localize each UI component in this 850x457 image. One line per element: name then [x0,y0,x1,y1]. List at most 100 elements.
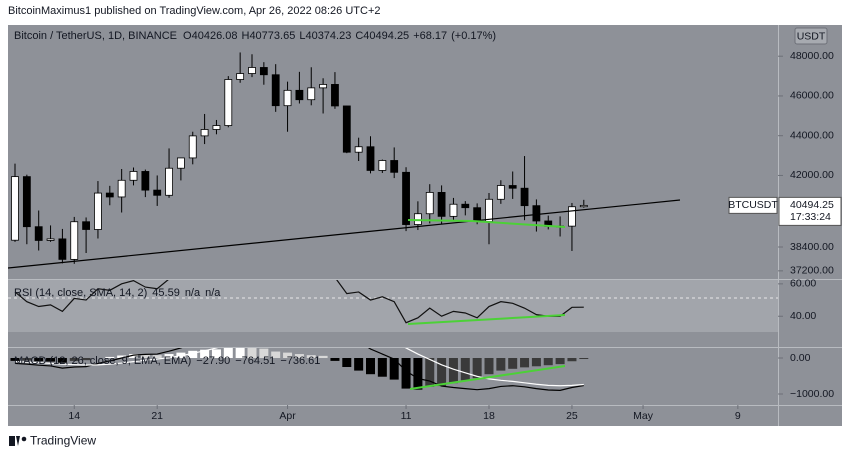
candle-body [390,160,399,173]
candle-body [129,171,138,181]
y-tick-label: −1000.00 [790,388,834,400]
candle-body [532,205,541,222]
y-tick-label: 37200.00 [790,265,834,277]
candle-body [82,221,90,230]
histogram-bar [567,358,577,362]
histogram-bar [496,358,506,371]
histogram-bar [366,358,375,375]
macd-line [14,348,584,387]
macd-line [14,348,584,391]
candle-body [94,192,102,230]
histogram-bar [460,358,470,381]
candle-body [22,176,31,228]
candle-body [70,221,79,260]
histogram-bar [283,352,293,359]
series-group [11,52,588,264]
candle-body [224,79,233,126]
histogram-bar [531,358,541,367]
candle-body [485,198,493,223]
histogram-bar [81,358,91,361]
currency-label: USDT [797,30,826,42]
macd-value: −27.90 [196,355,230,367]
candle-body [153,189,162,196]
histogram-bar [484,358,494,375]
ohlc-value: 40773.65 [249,30,295,42]
candle-body [520,187,529,207]
candle-body [461,203,470,209]
candle-body [212,125,221,130]
x-tick-label: 14 [68,410,80,422]
na-value: n/a [205,287,221,299]
ohlc-key: H [241,30,249,42]
rsi-title: RSI (14, close, SMA, 14, 2) [14,287,147,299]
macd-value: −764.51 [235,355,275,367]
candle-body [236,73,245,80]
histogram-bar [508,358,518,369]
candle-body [496,185,505,200]
candle-body [378,160,387,171]
indicator-line [14,280,584,324]
histogram-bar [330,358,340,361]
candle-body [46,238,55,241]
change: +68.17 [413,30,447,42]
candle-body [105,192,114,198]
price-box [778,196,842,226]
candle-body [58,238,67,260]
symbol-box [728,196,778,214]
ohlc-key: L [299,30,305,42]
candle-body [425,192,434,215]
candle-body [508,185,517,189]
logo-part [16,436,20,446]
x-tick-label: May [633,410,654,422]
candle-body [437,192,446,217]
y-tick-label: 0.00 [790,352,811,364]
footer-brand: TradingView [30,434,96,448]
histogram-bar [69,358,79,361]
candle-body [11,176,19,241]
symbol-label: BTCUSDT [728,199,778,211]
histogram-bar [294,354,304,359]
na-value: n/a [185,287,201,299]
histogram-bar [152,355,162,359]
histogram-bar [543,358,553,366]
x-tick-label: 18 [483,410,495,422]
change-pct: (+0.17%) [451,30,496,42]
candle-body [331,84,339,107]
publisher-line: BitcoinMaximus1 published on TradingView… [8,5,381,17]
divergence-line [409,365,566,390]
ohlc-value: 40494.25 [363,30,409,42]
candle-body [568,206,576,227]
macd-legend: MACD (12, 26, close, 9, EMA, EMA) −27.90−… [14,355,320,367]
support-line [471,220,566,228]
currency-box [794,27,828,45]
rsi-band [8,280,778,332]
histogram-bar [555,358,565,365]
candle-body [34,226,43,241]
candle-body [200,129,209,137]
histogram-bar [188,350,198,359]
histogram-bar [354,358,364,371]
histogram-bar [57,358,67,363]
histogram-bar [211,349,221,359]
candle-body [141,171,150,191]
y-tick-label: 60.00 [790,278,816,290]
histogram-bar [342,358,352,368]
histogram-bar [247,348,257,359]
histogram-bar [271,351,281,359]
histogram-bar [318,355,328,359]
ohlc-value: 40426.08 [192,30,238,42]
histogram-bar [164,354,174,359]
countdown: 17:33:24 [790,211,831,223]
support-line [407,219,473,222]
histogram-bar [425,358,435,387]
candle-body [188,135,197,159]
x-tick-label: 21 [151,410,163,422]
symbol-legend: Bitcoin / TetherUS, 1D, BINANCE O40426.08… [14,30,496,42]
candle-body [354,146,363,153]
candle-body [319,84,328,89]
y-tick-label: 40.00 [790,310,816,322]
histogram-bar [259,348,269,359]
histogram-bar [34,358,44,362]
candle-body [449,203,458,217]
